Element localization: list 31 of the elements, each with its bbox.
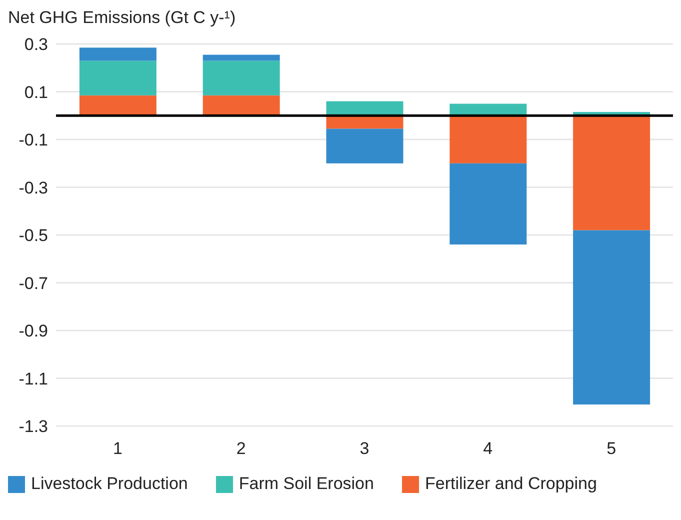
y-tick-label: -0.1 bbox=[18, 130, 48, 150]
bar bbox=[326, 128, 404, 164]
x-tick-label: 3 bbox=[360, 439, 370, 458]
bar bbox=[450, 163, 527, 245]
bar bbox=[202, 54, 280, 61]
y-tick-label: -1.3 bbox=[18, 417, 48, 436]
y-tick-label: 0.3 bbox=[24, 35, 48, 54]
legend-label: Livestock Production bbox=[31, 474, 188, 494]
x-tick-label: 2 bbox=[236, 439, 246, 458]
legend-label: Farm Soil Erosion bbox=[238, 474, 374, 494]
y-tick-label: -0.9 bbox=[18, 322, 48, 341]
y-tick-label: -0.5 bbox=[18, 226, 48, 246]
bar bbox=[202, 95, 280, 116]
bar bbox=[326, 101, 404, 116]
bar bbox=[79, 60, 156, 96]
bar bbox=[202, 60, 280, 96]
bar bbox=[79, 95, 156, 116]
x-tick-label: 4 bbox=[483, 439, 493, 458]
x-tick-label: 5 bbox=[606, 439, 616, 458]
y-tick-label: -0.3 bbox=[18, 178, 48, 198]
bar bbox=[573, 116, 650, 230]
bar bbox=[79, 48, 156, 61]
y-tick-label: 0.1 bbox=[24, 82, 48, 102]
bar bbox=[450, 104, 527, 116]
x-tick-label: 1 bbox=[112, 439, 122, 458]
legend-label: Fertilizer and Cropping bbox=[424, 474, 597, 494]
y-tick-label: -1.1 bbox=[18, 369, 48, 388]
bar bbox=[450, 116, 527, 164]
y-tick-label: -0.7 bbox=[18, 274, 48, 293]
chart-title: Net GHG Emissions (Gt C y-¹) bbox=[8, 8, 237, 29]
bar bbox=[573, 230, 650, 405]
